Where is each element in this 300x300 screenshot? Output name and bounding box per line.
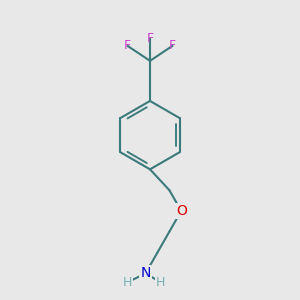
Text: H: H [156,276,165,289]
Text: O: O [176,204,187,218]
Text: F: F [146,32,154,45]
Text: H: H [123,276,132,289]
Text: N: N [140,266,151,280]
Text: F: F [169,40,176,52]
Text: F: F [124,40,131,52]
